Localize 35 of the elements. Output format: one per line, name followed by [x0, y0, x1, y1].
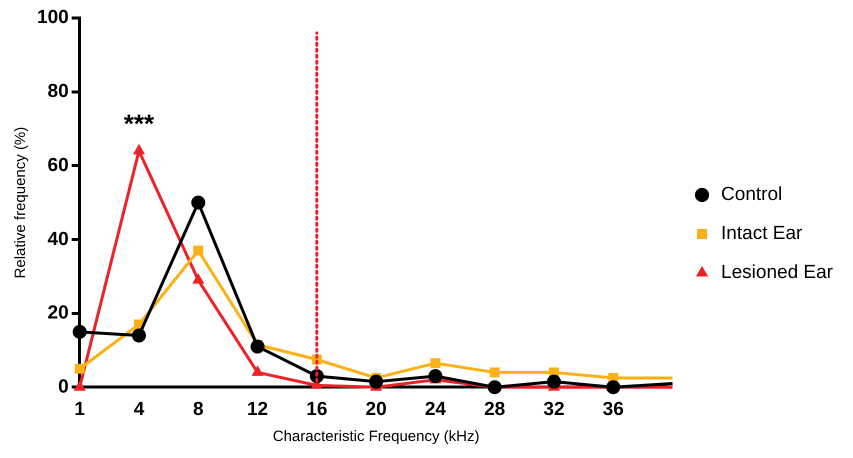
- point: [191, 196, 206, 210]
- y-tick-label: 40: [48, 228, 69, 250]
- x-tick-label: 32: [543, 398, 565, 420]
- point: [369, 374, 384, 389]
- point: [250, 340, 265, 354]
- point: [490, 367, 500, 378]
- y-tick-label: 60: [48, 154, 69, 176]
- x-tick-label: 12: [246, 398, 268, 420]
- x-tick-label: 4: [134, 398, 145, 420]
- y-axis-title: Relative frequency (%): [12, 126, 30, 278]
- legend-label: Control: [721, 184, 782, 206]
- point: [488, 380, 502, 394]
- y-tick-label: 0: [58, 376, 69, 398]
- point: [606, 380, 620, 394]
- x-tick-label: 20: [366, 398, 387, 420]
- legend-label: Intact Ear: [721, 223, 804, 244]
- x-tick-label: 24: [424, 398, 446, 420]
- x-tick-label: 16: [306, 398, 328, 420]
- x-tick-label: 36: [602, 398, 624, 420]
- point: [546, 374, 561, 389]
- point: [132, 328, 146, 343]
- x-tick-label: 28: [484, 398, 506, 420]
- x-tick-label: 8: [192, 398, 204, 420]
- point: [430, 358, 440, 368]
- x-tick-label: 1: [74, 398, 86, 420]
- x-axis-title: Characteristic Frequency (kHz): [272, 428, 480, 446]
- point: [428, 369, 442, 384]
- y-tick-label: 80: [48, 81, 69, 102]
- point: [74, 364, 85, 374]
- point: [72, 324, 87, 339]
- y-tick-label: 20: [48, 302, 69, 324]
- legend-label: Lesioned Ear: [721, 262, 834, 284]
- y-tick-label: 100: [37, 7, 69, 28]
- point: [193, 246, 204, 256]
- annotation: ***: [124, 108, 156, 138]
